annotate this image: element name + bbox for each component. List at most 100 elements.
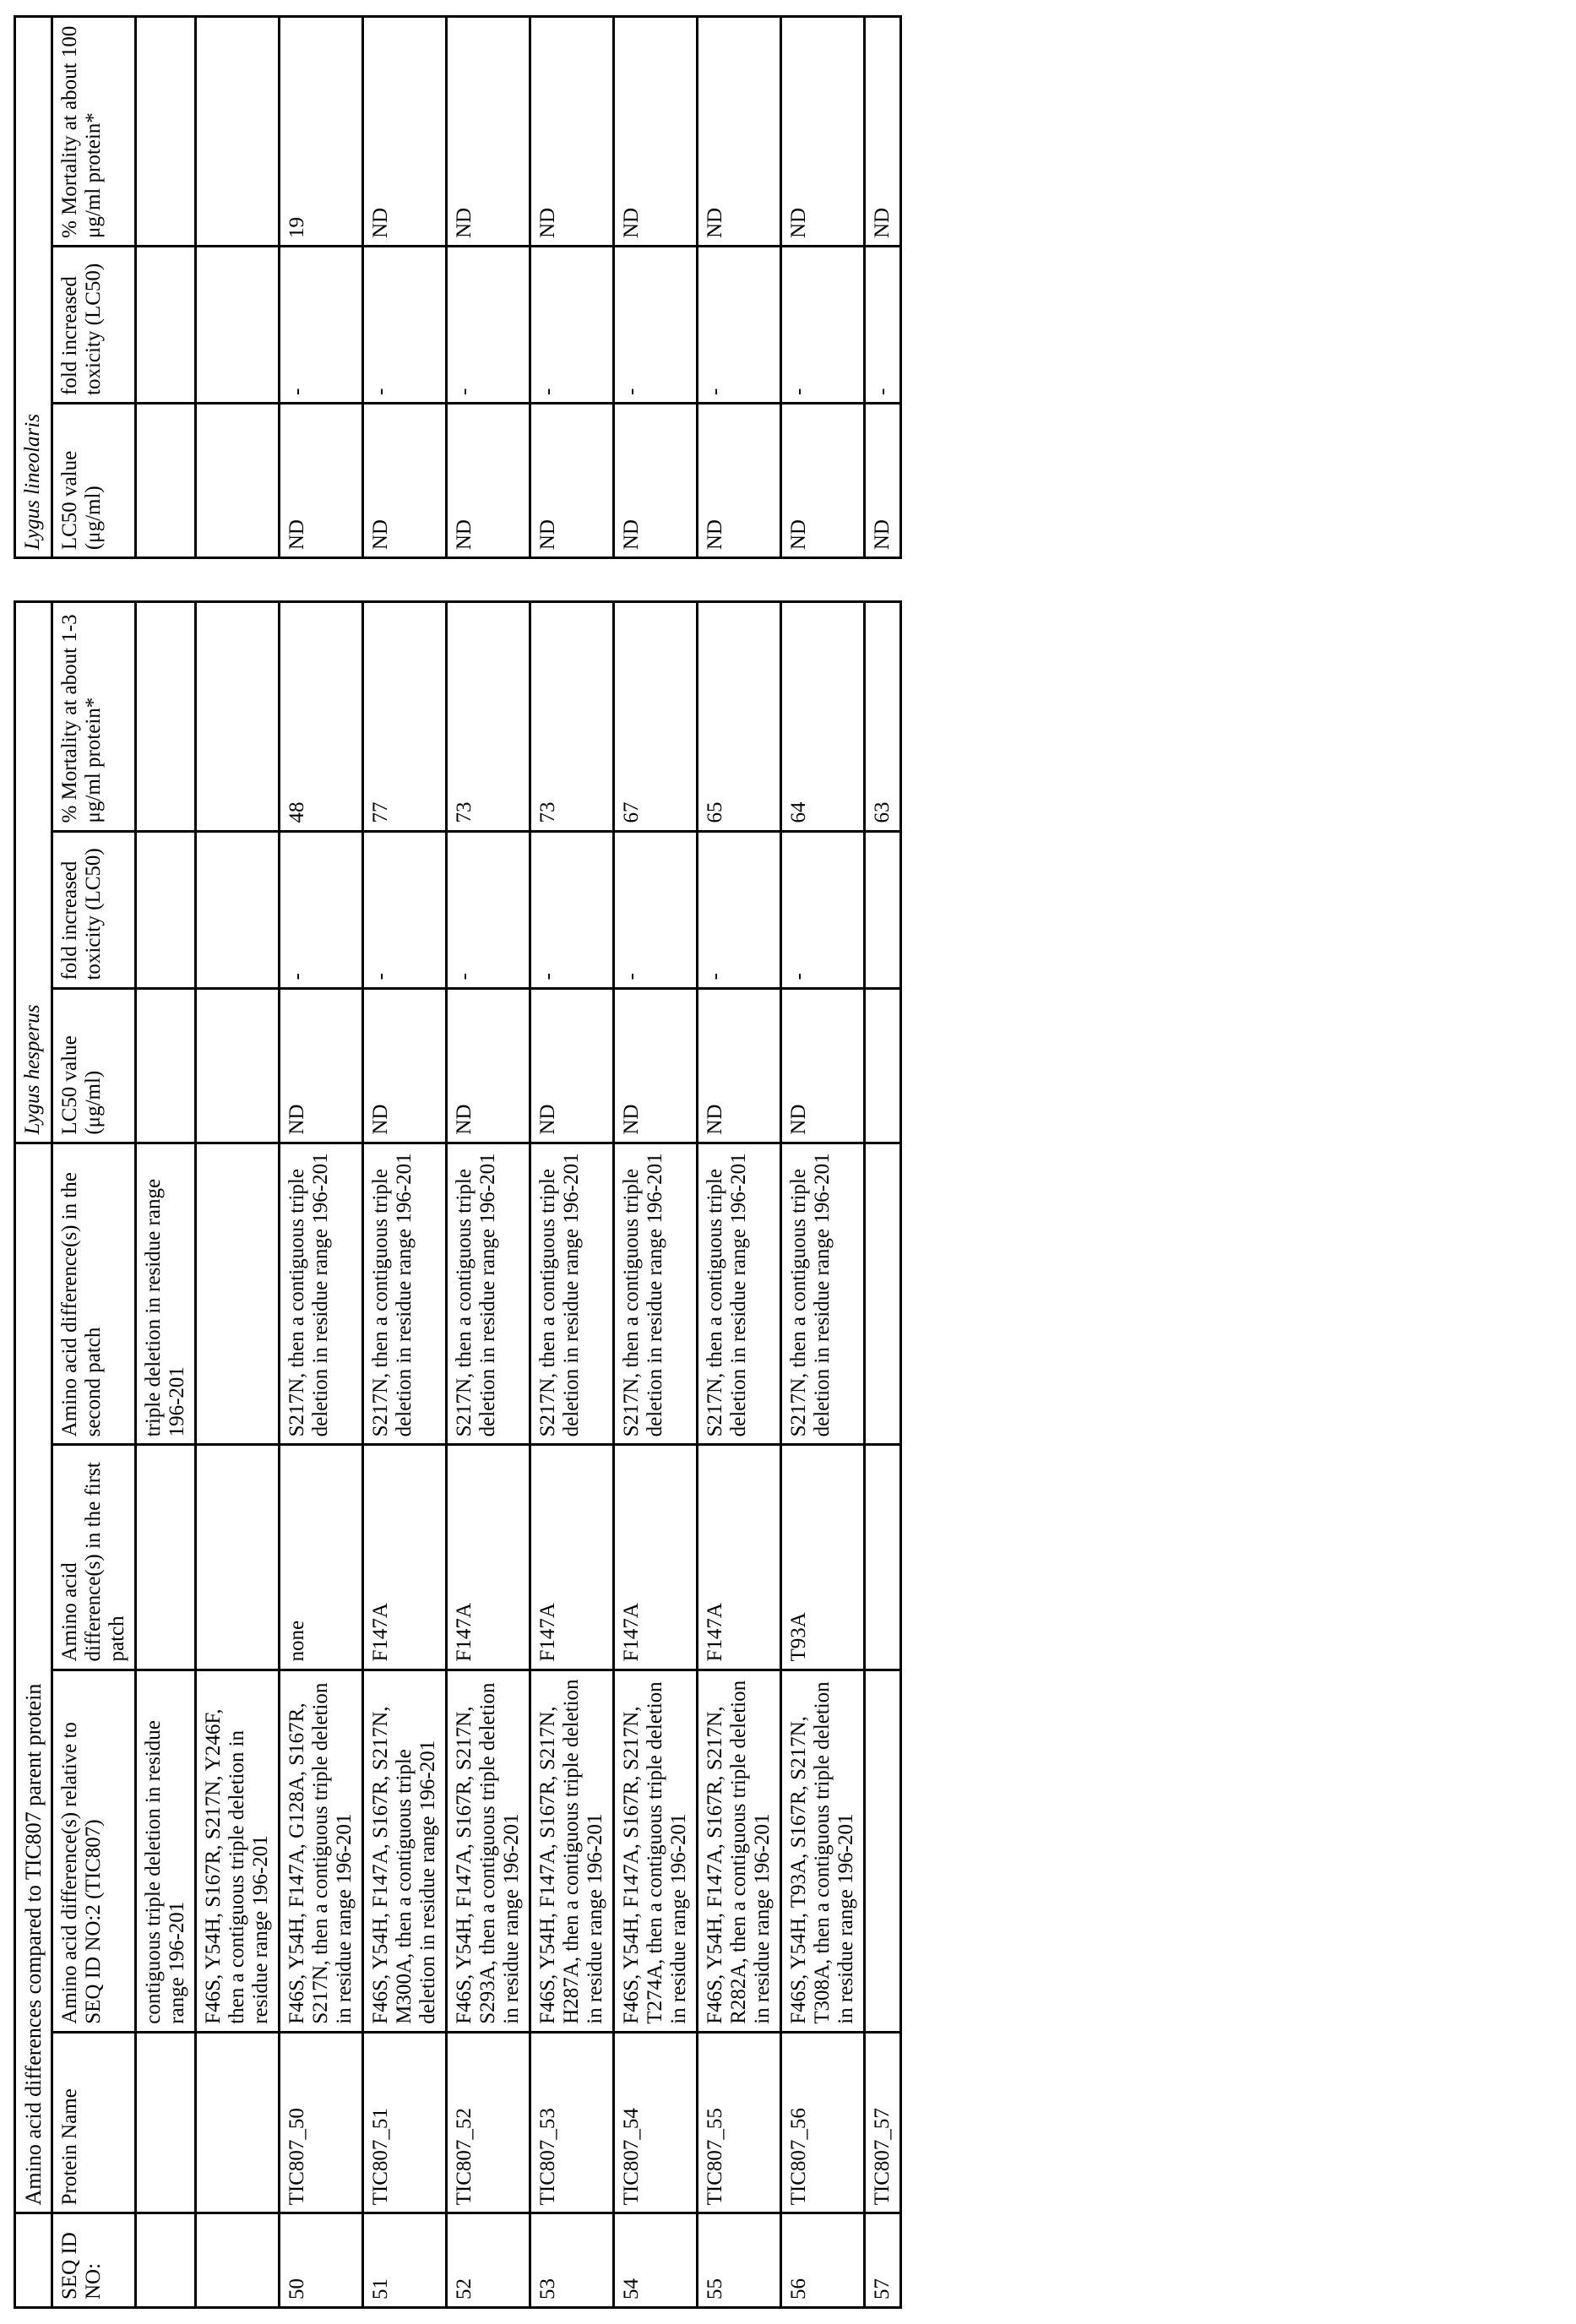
cell-relative-diff: F46S, Y54H, F147A, G128A, S167R, S217N, … — [280, 1670, 363, 2032]
cont-gap-cell — [136, 558, 196, 602]
column-header-row: SEQ ID NO: Protein Name Amino acid diffe… — [52, 17, 136, 2308]
header-gap-cell — [52, 558, 136, 602]
cell-protein-name: TIC807_54 — [614, 2032, 698, 2213]
cell-hesperus-lc50: ND — [363, 988, 447, 1143]
cont-hesperus-mortality — [136, 601, 196, 831]
cell-first-patch — [865, 1445, 901, 1670]
cell-relative-diff — [865, 1670, 901, 2032]
cell-relative-diff: F46S, Y54H, F147A, S167R, S217N, M300A, … — [363, 1670, 447, 2032]
row-gap-cell — [698, 558, 781, 602]
cell-hesperus-mortality — [196, 601, 280, 831]
cell-second-patch — [196, 1143, 280, 1445]
col-header-lineolaris-mortality: % Mortality at about 100 μg/ml protein* — [52, 17, 136, 247]
cell-lineolaris-fold: - — [614, 247, 698, 404]
cell-protein-name: TIC807_57 — [865, 2032, 901, 2213]
cont-lineolaris-lc50 — [136, 404, 196, 558]
cell-relative-diff: F46S, Y54H, F147A, S167R, S217N, T274A, … — [614, 1670, 698, 2032]
cell-hesperus-mortality: 65 — [698, 601, 781, 831]
cell-hesperus-fold — [865, 831, 901, 988]
cont-relative-diff: contiguous triple deletion in residue ra… — [136, 1670, 196, 2032]
cell-lineolaris-fold: - — [447, 247, 530, 404]
rotated-page: Amino acid differences compared to TIC80… — [0, 0, 1576, 2324]
row-gap-cell — [781, 558, 865, 602]
col-header-lineolaris-fold: fold increased toxicity (LC50) — [52, 247, 136, 404]
row-gap-cell — [447, 558, 530, 602]
row-gap-cell — [196, 558, 280, 602]
cell-hesperus-lc50 — [865, 988, 901, 1143]
cell-lineolaris-mortality: ND — [614, 17, 698, 247]
cell-hesperus-mortality: 48 — [280, 601, 363, 831]
cell-hesperus-fold: - — [363, 831, 447, 988]
cell-seq-id: 55 — [698, 2213, 781, 2308]
cell-hesperus-lc50: ND — [530, 988, 614, 1143]
cell-lineolaris-fold: - — [781, 247, 865, 404]
cell-second-patch: S217N, then a contiguous triple deletion… — [447, 1143, 530, 1445]
cell-second-patch: S217N, then a contiguous triple deletion… — [363, 1143, 447, 1445]
cell-hesperus-fold: - — [530, 831, 614, 988]
cell-lineolaris-lc50: ND — [363, 404, 447, 558]
cell-hesperus-fold — [196, 831, 280, 988]
cell-seq-id: 52 — [447, 2213, 530, 2308]
table-row: 51TIC807_51F46S, Y54H, F147A, S167R, S21… — [363, 17, 447, 2308]
col-header-hesperus-fold: fold increased toxicity (LC50) — [52, 831, 136, 988]
cont-second-patch: triple deletion in residue range 196-201 — [136, 1143, 196, 1445]
cont-first-patch — [136, 1445, 196, 1670]
cell-first-patch: F147A — [614, 1445, 698, 1670]
amino-acid-differences-table: Amino acid differences compared to TIC80… — [14, 15, 902, 2309]
header-continuation-row: contiguous triple deletion in residue ra… — [136, 17, 196, 2308]
cell-lineolaris-lc50: ND — [614, 404, 698, 558]
cell-lineolaris-lc50: ND — [781, 404, 865, 558]
group-gap-cell — [15, 558, 52, 602]
cont-protein-name — [136, 2032, 196, 2213]
cell-lineolaris-mortality: ND — [781, 17, 865, 247]
col-header-seq-id: SEQ ID NO: — [52, 2213, 136, 2308]
cell-lineolaris-fold: - — [363, 247, 447, 404]
cell-hesperus-mortality: 64 — [781, 601, 865, 831]
cell-seq-id: 53 — [530, 2213, 614, 2308]
cell-protein-name: TIC807_51 — [363, 2032, 447, 2213]
col-header-protein-name: Protein Name — [52, 2032, 136, 2213]
cell-second-patch: S217N, then a contiguous triple deletion… — [698, 1143, 781, 1445]
cell-lineolaris-fold — [196, 247, 280, 404]
cell-lineolaris-fold: - — [865, 247, 901, 404]
table-stage: Amino acid differences compared to TIC80… — [14, 15, 1561, 2309]
cell-hesperus-lc50 — [196, 988, 280, 1143]
col-header-first-patch: Amino acid difference(s) in the first pa… — [52, 1445, 136, 1670]
cell-hesperus-mortality: 73 — [447, 601, 530, 831]
cell-lineolaris-lc50: ND — [530, 404, 614, 558]
row-gap-cell — [865, 558, 901, 602]
cell-first-patch — [196, 1445, 280, 1670]
table-row: F46S, Y54H, S167R, S217N, Y246F, then a … — [196, 17, 280, 2308]
cell-lineolaris-lc50: ND — [698, 404, 781, 558]
col-header-hesperus-lc50: LC50 value (μg/ml) — [52, 988, 136, 1143]
cell-hesperus-fold: - — [280, 831, 363, 988]
cell-second-patch — [865, 1143, 901, 1445]
cell-lineolaris-mortality: ND — [698, 17, 781, 247]
cell-lineolaris-lc50: ND — [447, 404, 530, 558]
cell-hesperus-lc50: ND — [447, 988, 530, 1143]
cell-lineolaris-lc50: ND — [280, 404, 363, 558]
cell-hesperus-fold: - — [614, 831, 698, 988]
cell-lineolaris-mortality: ND — [530, 17, 614, 247]
cell-relative-diff: F46S, Y54H, F147A, S167R, S217N, S293A, … — [447, 1670, 530, 2032]
cell-hesperus-lc50: ND — [781, 988, 865, 1143]
row-gap-cell — [614, 558, 698, 602]
cell-lineolaris-fold: - — [530, 247, 614, 404]
cell-first-patch: F147A — [698, 1445, 781, 1670]
cont-hesperus-fold — [136, 831, 196, 988]
table-row: 50TIC807_50F46S, Y54H, F147A, G128A, S16… — [280, 17, 363, 2308]
cell-protein-name: TIC807_52 — [447, 2032, 530, 2213]
cell-lineolaris-fold: - — [280, 247, 363, 404]
table-row: 57TIC807_5763ND-ND — [865, 17, 901, 2308]
table-row: 54TIC807_54F46S, Y54H, F147A, S167R, S21… — [614, 17, 698, 2308]
cell-hesperus-fold: - — [698, 831, 781, 988]
cont-lineolaris-mortality — [136, 17, 196, 247]
cell-hesperus-mortality: 63 — [865, 601, 901, 831]
cell-first-patch: T93A — [781, 1445, 865, 1670]
cell-second-patch: S217N, then a contiguous triple deletion… — [530, 1143, 614, 1445]
cell-relative-diff: F46S, Y54H, F147A, S167R, S217N, R282A, … — [698, 1670, 781, 2032]
cell-hesperus-fold: - — [781, 831, 865, 988]
cell-hesperus-lc50: ND — [280, 988, 363, 1143]
cont-lineolaris-fold — [136, 247, 196, 404]
cell-protein-name — [196, 2032, 280, 2213]
